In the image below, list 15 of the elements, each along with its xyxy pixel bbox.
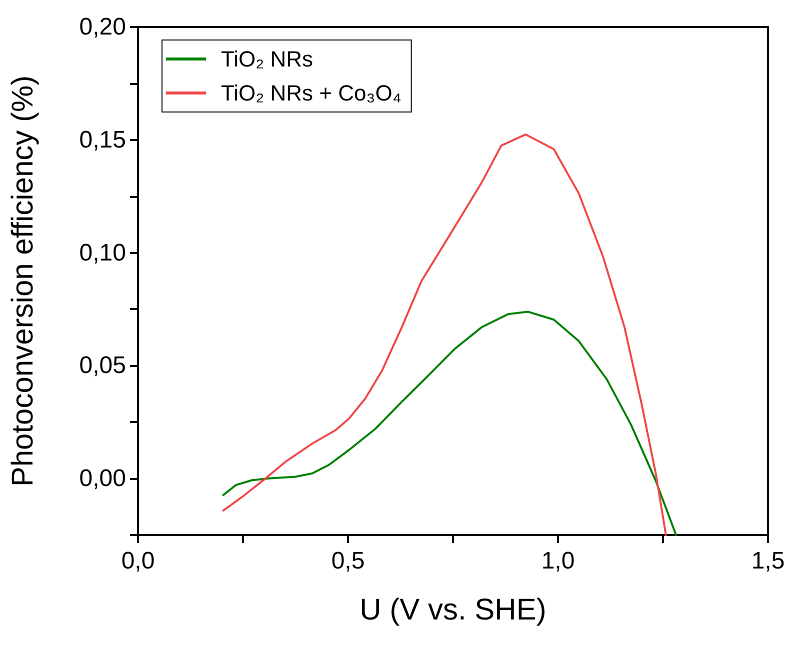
x-tick-label: 0,0 <box>121 548 155 574</box>
x-tick-label: 1,5 <box>751 548 785 574</box>
legend-label: TiO₂ NRs <box>221 46 314 72</box>
x-tick-label: 0,5 <box>331 548 365 574</box>
y-tick-label: 0,10 <box>79 239 126 266</box>
x-tick-label: 1,0 <box>541 548 575 574</box>
y-tick-label: 0,05 <box>79 352 126 380</box>
x-axis-title: U (V vs. SHE) <box>360 594 546 626</box>
legend-label: TiO₂ NRs + Co₃O₄ <box>221 80 402 106</box>
y-axis-title: Photoconversion efficiency (%) <box>6 75 40 487</box>
line-series <box>222 133 667 536</box>
y-tick-label: 0,20 <box>79 14 126 40</box>
y-tick-label: 0,15 <box>79 126 126 154</box>
line-series <box>222 310 678 536</box>
y-tick-label: 0,00 <box>79 465 126 492</box>
